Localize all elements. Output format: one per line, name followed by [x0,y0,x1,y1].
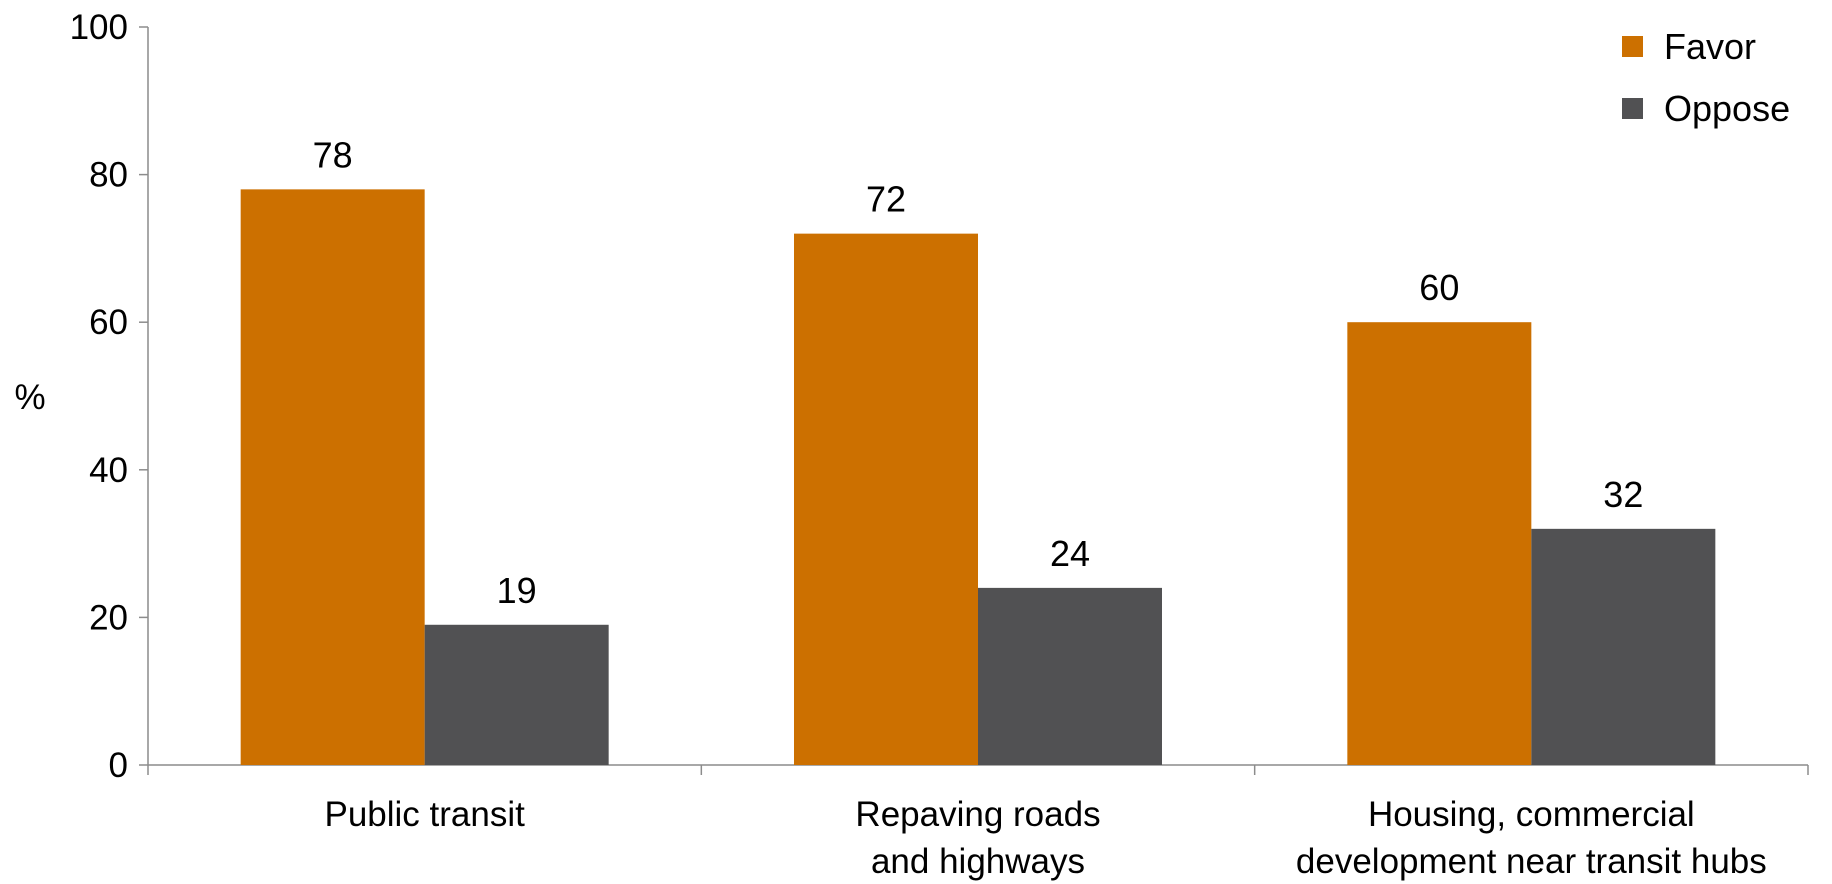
x-tick-label: Public transit [324,795,525,834]
x-tick-label: Housing, commercial [1368,795,1695,834]
y-tick-label: 100 [70,8,128,47]
legend-swatch-favor [1622,36,1643,57]
data-label: 78 [313,134,353,175]
y-tick-label: 60 [89,303,128,342]
x-tick-label: development near transit hubs [1296,842,1767,881]
legend-label: Oppose [1664,88,1790,129]
data-label: 32 [1603,474,1643,515]
bar-oppose [978,587,1162,765]
data-label: 24 [1050,533,1090,574]
y-axis-label: % [14,378,45,417]
y-tick-label: 0 [109,746,128,785]
data-label: 60 [1419,267,1459,308]
legend-swatch-oppose [1622,98,1643,119]
x-tick-label: Repaving roads [855,795,1100,834]
y-tick-label: 20 [89,598,128,637]
bar-favor [794,233,978,765]
y-tick-label: 80 [89,156,128,195]
bar-favor [1347,322,1532,765]
data-label: 19 [497,570,537,611]
legend-label: Favor [1664,26,1756,67]
y-tick-label: 40 [89,451,128,490]
bar-oppose [1531,528,1716,765]
bar-oppose [424,624,609,765]
x-tick-label: and highways [871,842,1085,881]
bar-favor [240,189,425,766]
data-label: 72 [866,179,906,220]
